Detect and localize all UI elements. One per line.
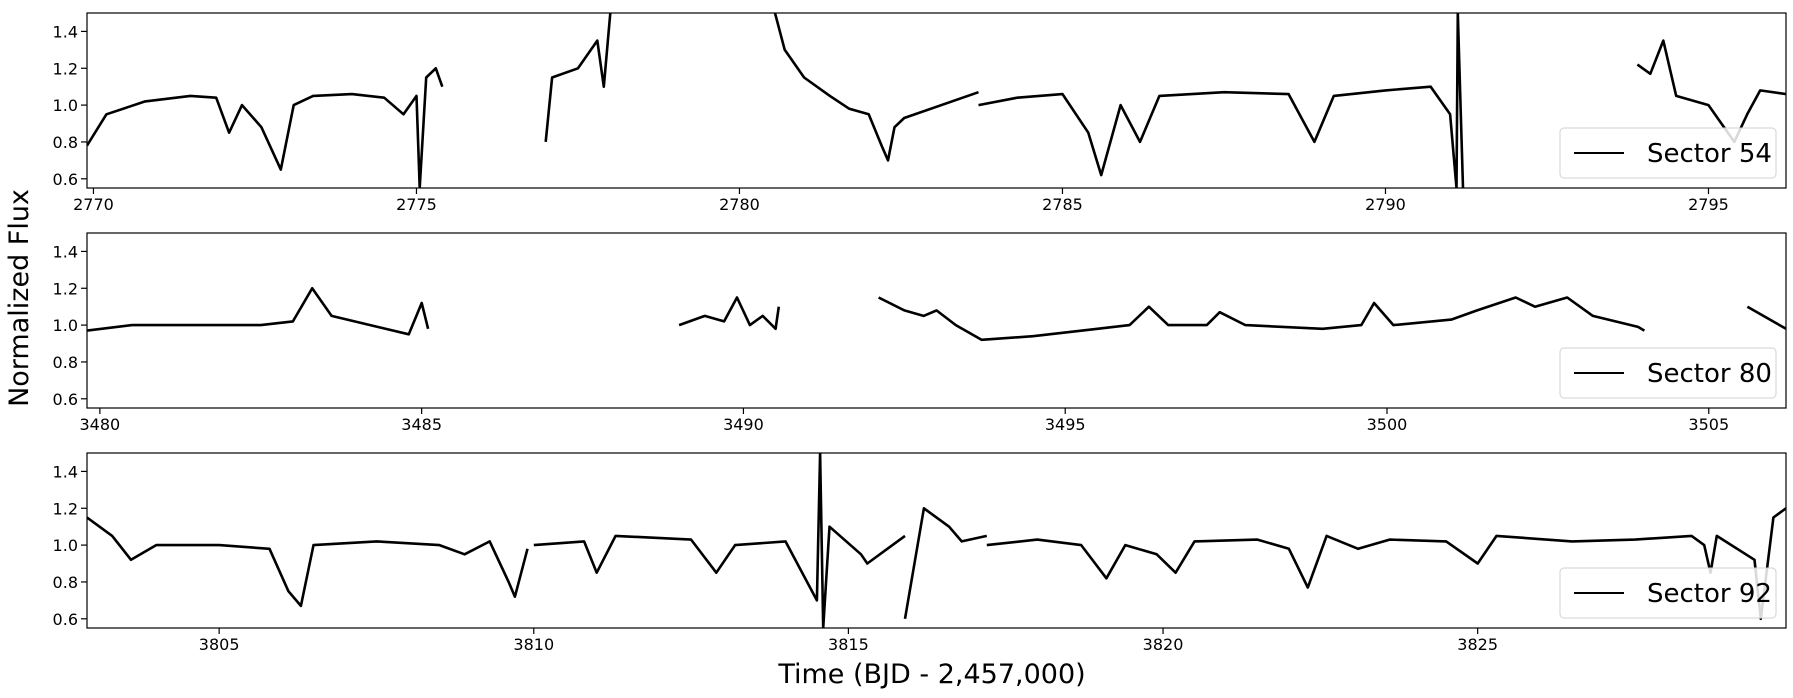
panel-3-legend-label: Sector 92 (1647, 579, 1772, 609)
panel-3-xtick-label-3820: 3820 (1143, 635, 1184, 654)
panel-3: 3805 3810 3815 3820 3825 0.6 0.8 1.0 1.2 1.4 Secto… (53, 452, 1787, 654)
panels: 2770 2775 2780 2785 2790 2795 0.6 0.8 1.0 1.2 1.4 S… (53, 12, 1787, 654)
panel-2-xtick-label-3485: 3485 (401, 415, 442, 434)
panel-1-ytick-label-1.4: 1.4 (53, 22, 78, 41)
panel-3-legend-box (1559, 567, 1777, 619)
panel-1-ytick-label-1: 1.0 (53, 96, 78, 115)
panel-1-plot-area (87, 13, 1786, 188)
panel-1-xtick-label-2780: 2780 (719, 195, 760, 214)
panel-1-series-1-segment-4 (978, 13, 1465, 188)
panel-2-xtick-label-3505: 3505 (1688, 415, 1729, 434)
panel-2-xtick-label-3480: 3480 (80, 415, 121, 434)
panel-2-xtick-label-3500: 3500 (1367, 415, 1408, 434)
y-axis-label: Normalized Flux (4, 189, 35, 407)
panel-3-ytick-label-0.8: 0.8 (53, 573, 78, 592)
panel-3-ytick-label-1: 1.0 (53, 536, 78, 555)
panel-1-legend-label: Sector 54 (1647, 139, 1772, 169)
panel-1: 2770 2775 2780 2785 2790 2795 0.6 0.8 1.0 1.2 1.4 S… (53, 12, 1787, 214)
panel-2-series-1-segment-3 (878, 296, 1646, 342)
panel-2-frame (86, 232, 1787, 409)
panel-3-ytick-label-0.6: 0.6 (53, 610, 78, 629)
panel-3-frame (86, 452, 1787, 629)
panel-2-plot-area (87, 286, 1786, 342)
panel-2-xtick-label-3490: 3490 (723, 415, 764, 434)
panel-1-xtick-label-2770: 2770 (73, 195, 114, 214)
panel-1-ytick-label-0.6: 0.6 (53, 170, 78, 189)
panel-1-xtick-label-2795: 2795 (1688, 195, 1729, 214)
panel-2-series-1-segment-4 (1746, 305, 1786, 330)
panel-3-ytick-label-1.2: 1.2 (53, 499, 78, 518)
panel-2-series-1-segment-1 (87, 286, 430, 336)
panel-3-xtick-label-3805: 3805 (199, 635, 240, 654)
panel-3-xtick-label-3815: 3815 (828, 635, 869, 654)
panel-3-xtick-label-3810: 3810 (513, 635, 554, 654)
panel-2-legend-box (1559, 347, 1777, 399)
panel-3-ytick-label-1.4: 1.4 (53, 462, 78, 481)
panel-2-ytick-label-1.2: 1.2 (53, 279, 78, 298)
panel-2-legend-label: Sector 80 (1647, 359, 1772, 389)
x-axis-label: Time (BJD - 2,457,000) (777, 659, 1085, 690)
panel-1-frame (86, 12, 1787, 189)
panel-1-series-1-segment-2 (544, 13, 612, 143)
panel-1-series-1-segment-3 (773, 13, 979, 162)
panel-2: 3480 3485 3490 3495 3500 3505 0.6 0.8 1.0 1.2 1.4 S… (53, 232, 1787, 434)
panel-1-xtick-label-2790: 2790 (1365, 195, 1406, 214)
panel-3-xtick-label-3825: 3825 (1457, 635, 1498, 654)
panel-2-series-1-segment-2 (678, 296, 781, 331)
panel-3-series-1-segment-4 (986, 507, 1786, 621)
panel-2-ytick-label-0.8: 0.8 (53, 353, 78, 372)
panel-1-legend-box (1559, 127, 1777, 179)
panel-1-series-1-segment-1 (87, 67, 444, 188)
panel-1-ytick-label-1.2: 1.2 (53, 59, 78, 78)
panel-1-series-1-segment-5 (1636, 39, 1786, 144)
panel-2-xtick-label-3495: 3495 (1045, 415, 1086, 434)
panel-2-ytick-label-1: 1.0 (53, 316, 78, 335)
panel-1-xtick-label-2775: 2775 (396, 195, 437, 214)
panel-1-ytick-label-0.8: 0.8 (53, 133, 78, 152)
panel-3-series-1-segment-1 (87, 516, 529, 608)
panel-3-series-1-segment-2 (533, 453, 906, 628)
panel-3-plot-area (87, 453, 1786, 628)
panel-1-xtick-label-2785: 2785 (1042, 195, 1083, 214)
panel-3-series-1-segment-3 (903, 506, 988, 620)
panel-2-ytick-label-1.4: 1.4 (53, 242, 78, 261)
panel-2-ytick-label-0.6: 0.6 (53, 390, 78, 409)
